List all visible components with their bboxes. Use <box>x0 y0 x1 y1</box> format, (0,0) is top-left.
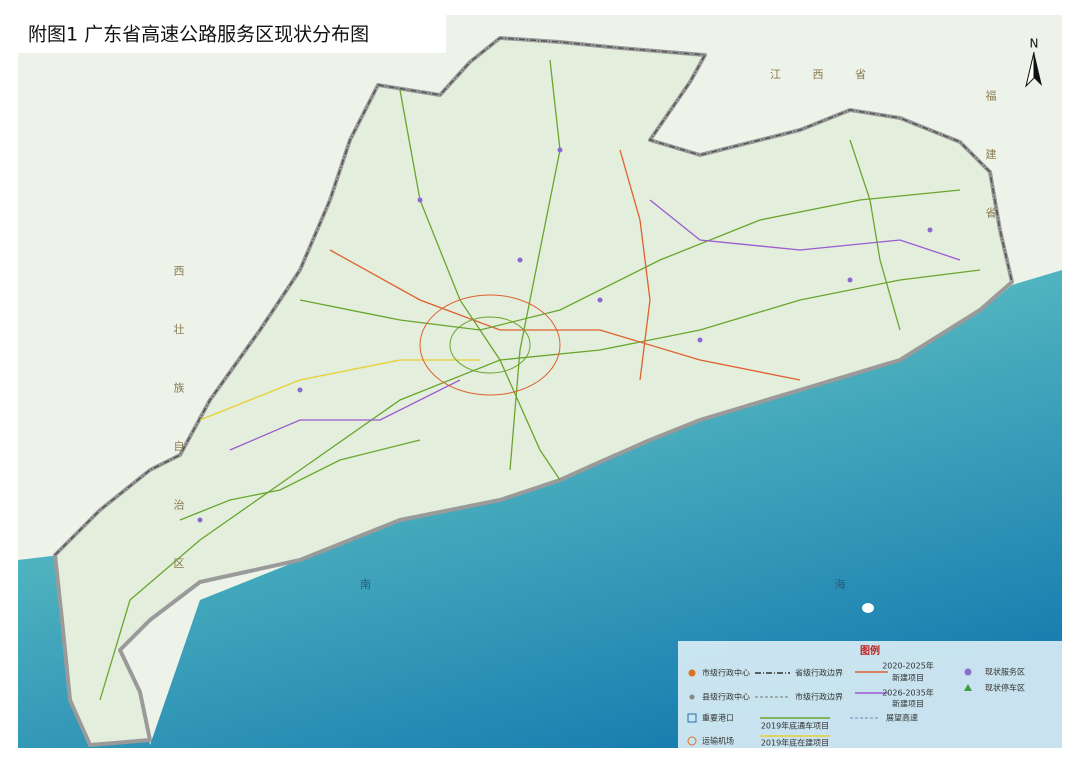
legend-icon <box>688 669 696 677</box>
legend-label: 新建项目 <box>892 699 924 709</box>
north-arrow <box>1034 52 1042 86</box>
roads <box>99 59 981 701</box>
legend-box <box>678 641 1062 748</box>
legend-label: 市级行政中心 <box>702 668 750 678</box>
legend-label: 县级行政中心 <box>702 692 750 702</box>
title: 附图1 广东省高速公路服务区现状分布图 <box>28 24 369 46</box>
ring-road <box>449 316 531 374</box>
island <box>862 603 874 613</box>
region-label: 福 建 省 <box>984 89 997 240</box>
guangdong <box>53 36 1014 747</box>
legend-label: 2026-2035年 <box>882 688 934 698</box>
legend-icon <box>964 668 972 676</box>
north-label: N <box>1030 37 1039 51</box>
sea <box>18 270 1062 748</box>
legend-icon <box>687 736 697 746</box>
legend-label: 新建项目 <box>892 673 924 683</box>
region-label: 江 西 省 <box>770 68 880 81</box>
title-box <box>18 15 446 53</box>
legend-label: 2019年底在建项目 <box>761 738 829 748</box>
legend-icon <box>689 694 695 700</box>
region-label: 南 海 <box>360 577 1076 591</box>
legend-label: 运输机场 <box>702 736 734 746</box>
legend-label: 省级行政边界 <box>795 668 843 678</box>
legend: 图例 市级行政中心 省级行政边界 2020-2025年 新建项目 现状服务区 县… <box>678 641 1062 748</box>
legend-icon <box>964 684 972 691</box>
legend-label: 现状服务区 <box>985 667 1025 677</box>
legend-label: 展望高速 <box>886 713 918 723</box>
legend-label: 现状停车区 <box>985 683 1025 693</box>
region-label: 西 壮 族 自 治 区 <box>172 265 185 590</box>
legend-icon <box>687 713 697 723</box>
legend-title: 图例 <box>860 644 880 657</box>
province-border <box>54 37 1013 556</box>
legend-label: 市级行政边界 <box>795 692 843 702</box>
service-areas <box>197 147 933 523</box>
legend-label: 重要港口 <box>702 713 734 723</box>
legend-label: 2019年底通车项目 <box>761 721 829 731</box>
ring-road <box>419 294 561 396</box>
legend-label: 2020-2025年 <box>882 661 934 671</box>
